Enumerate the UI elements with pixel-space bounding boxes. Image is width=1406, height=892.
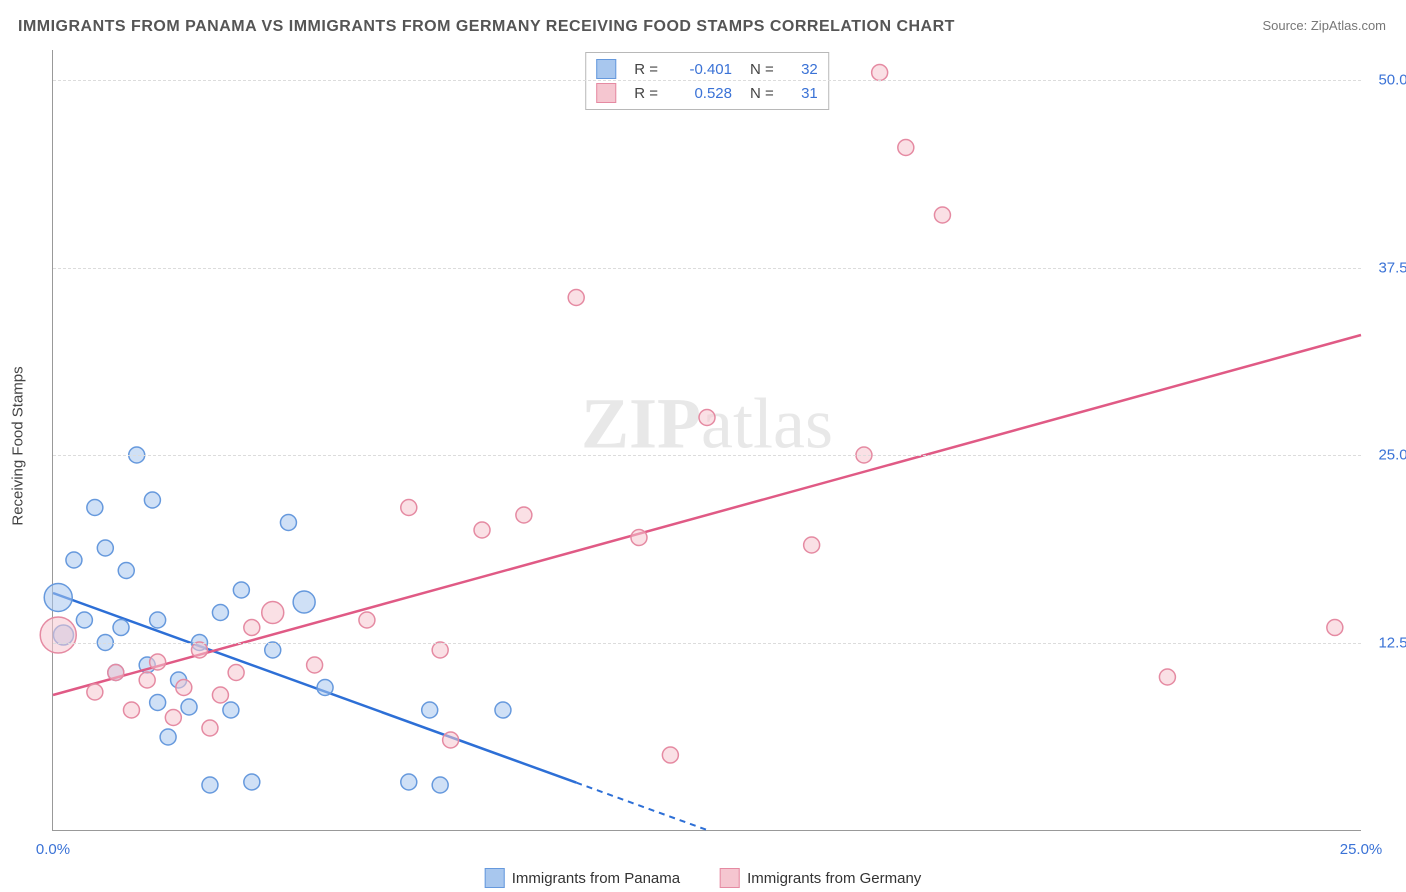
stats-row: R =-0.401N =32 bbox=[596, 57, 818, 81]
legend: Immigrants from Panama Immigrants from Ge… bbox=[485, 868, 922, 888]
series-swatch bbox=[485, 868, 505, 888]
stats-box: R =-0.401N =32R =0.528N =31 bbox=[585, 52, 829, 110]
series-swatch bbox=[720, 868, 740, 888]
legend-label: Immigrants from Panama bbox=[512, 870, 680, 887]
y-tick-label: 25.0% bbox=[1366, 447, 1406, 464]
y-tick-label: 37.5% bbox=[1366, 259, 1406, 276]
scatter-svg bbox=[53, 50, 1361, 830]
series-swatch bbox=[596, 83, 616, 103]
legend-item: Immigrants from Panama bbox=[485, 868, 680, 888]
plot-area: ZIPatlas R =-0.401N =32R =0.528N =31 12.… bbox=[52, 50, 1361, 831]
gridline bbox=[53, 643, 1361, 644]
chart-title: IMMIGRANTS FROM PANAMA VS IMMIGRANTS FRO… bbox=[18, 18, 955, 36]
y-axis-label: Receiving Food Stamps bbox=[10, 366, 27, 525]
y-tick-label: 12.5% bbox=[1366, 634, 1406, 651]
gridline bbox=[53, 80, 1361, 81]
x-tick-label: 0.0% bbox=[36, 841, 70, 858]
y-tick-label: 50.0% bbox=[1366, 72, 1406, 89]
gridline bbox=[53, 268, 1361, 269]
legend-label: Immigrants from Germany bbox=[747, 870, 921, 887]
series-swatch bbox=[596, 59, 616, 79]
x-tick-label: 25.0% bbox=[1340, 841, 1383, 858]
stats-row: R =0.528N =31 bbox=[596, 81, 818, 105]
gridline bbox=[53, 455, 1361, 456]
legend-item: Immigrants from Germany bbox=[720, 868, 921, 888]
source-label: Source: ZipAtlas.com bbox=[1262, 18, 1386, 33]
